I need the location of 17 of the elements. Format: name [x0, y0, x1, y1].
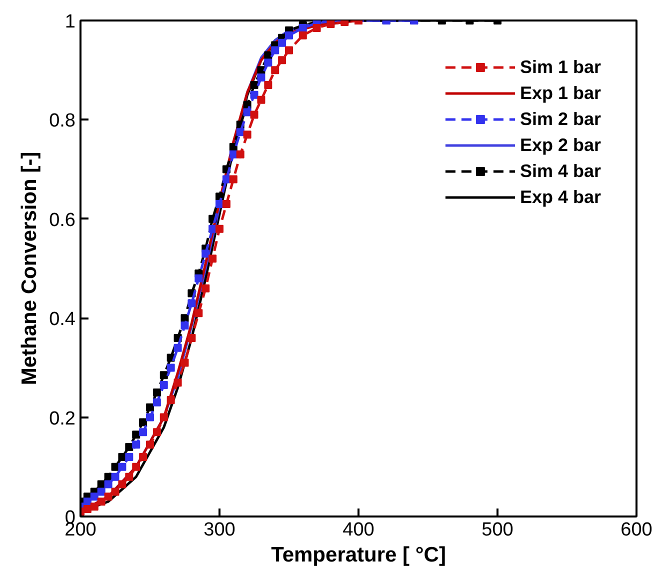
y-tick-label: 0.8	[49, 110, 76, 132]
legend-label: Sim 2 bar	[520, 108, 601, 130]
y-tick-label: 0.2	[49, 408, 76, 430]
x-axis-title: Temperature [ °C]	[271, 544, 446, 566]
y-tick-label: 1	[64, 12, 76, 32]
legend-label: Sim 4 bar	[520, 160, 601, 182]
legend-label: Exp 4 bar	[520, 186, 601, 209]
legend-label: Exp 1 bar	[520, 82, 601, 105]
legend-label: Exp 2 bar	[520, 134, 601, 157]
x-tick-label: 400	[342, 520, 374, 540]
x-tick-label: 500	[482, 520, 514, 540]
y-tick-label: 0.4	[49, 309, 76, 330]
legend-label: Sim 1 bar	[520, 56, 601, 78]
y-axis-title: Methane Conversion [-]	[18, 152, 42, 386]
y-tick-label: 0.6	[49, 210, 76, 231]
x-tick-label: 300	[204, 520, 236, 540]
x-tick-label: 600	[620, 520, 652, 540]
